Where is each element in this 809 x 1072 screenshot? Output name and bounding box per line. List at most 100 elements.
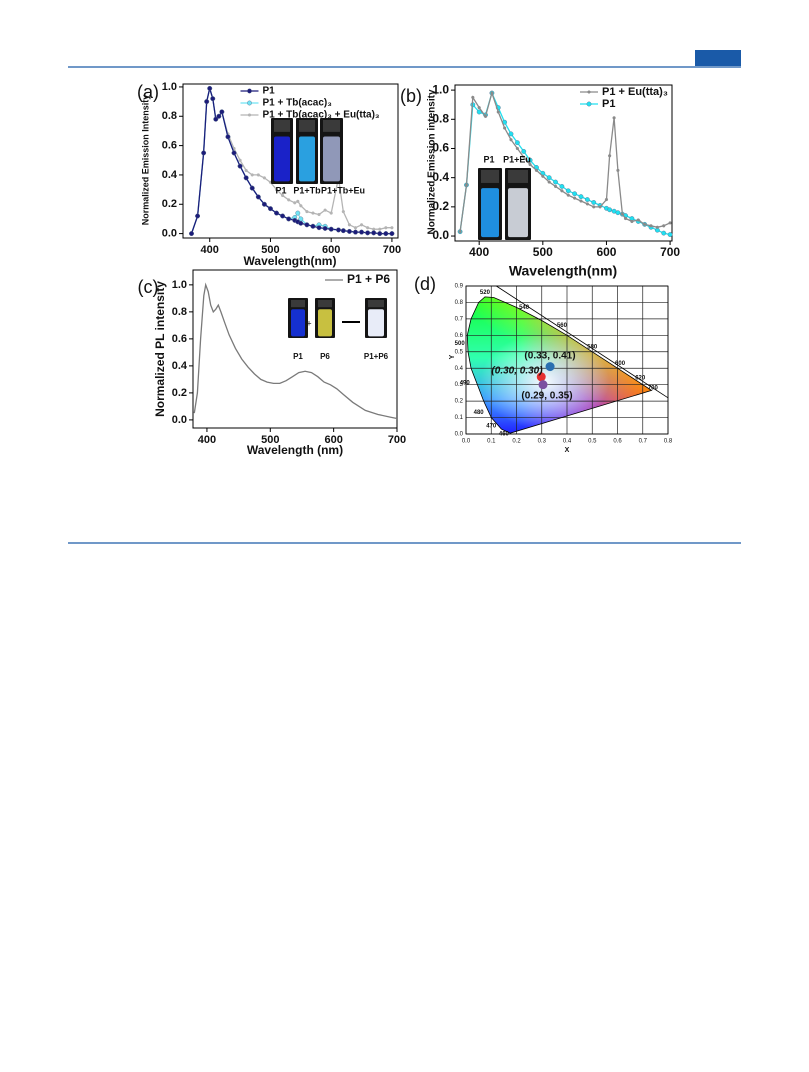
planckian-guide <box>496 285 669 399</box>
vial-label: P1+Eu <box>503 154 531 164</box>
y-tick-label: 0.2 <box>172 387 187 399</box>
line-marker <box>305 210 309 214</box>
x-tick-label: 0.7 <box>639 439 648 445</box>
vial-label: P6 <box>320 352 330 361</box>
x-tick-label: 700 <box>660 245 680 259</box>
line-marker <box>353 229 358 235</box>
x-tick-label: 0.8 <box>664 439 673 445</box>
line-marker <box>274 188 279 192</box>
line-marker <box>377 231 383 237</box>
inset-symbol: + <box>306 318 311 328</box>
y-tick-label: 0.0 <box>172 414 187 426</box>
line-marker <box>359 223 364 227</box>
line-marker <box>612 116 616 120</box>
line-marker <box>546 175 552 181</box>
line-marker <box>238 158 242 162</box>
y-axis-label: Normalized Emission intensity <box>427 89 438 234</box>
panel-label: (a) <box>137 82 159 102</box>
x-axis-label: Wavelength(nm) <box>244 254 337 268</box>
y-tick-label: 1.0 <box>162 81 177 93</box>
line-marker <box>591 200 597 205</box>
line-marker <box>566 193 570 197</box>
chromaticity-point <box>538 380 548 390</box>
line-marker <box>247 100 252 106</box>
line-marker <box>559 184 565 189</box>
line-marker <box>553 184 558 189</box>
line-marker <box>225 134 231 140</box>
wavelength-label: 500 <box>455 341 466 347</box>
y-tick-label: 1.0 <box>172 279 187 291</box>
wavelength-label: 470 <box>486 423 497 429</box>
line-marker <box>471 95 475 100</box>
series-line <box>193 282 398 420</box>
vial-glow <box>318 309 332 337</box>
line-marker <box>287 198 291 202</box>
point-annotation: (0.33, 0.41) <box>524 351 575 362</box>
line-marker <box>662 224 666 228</box>
line-marker <box>534 168 539 172</box>
y-tick-label: 0.4 <box>455 366 464 372</box>
line-marker <box>365 230 371 236</box>
y-tick-label: 0.4 <box>172 360 188 372</box>
legend-label: P1 + Tb(acac)₃ <box>263 98 333 109</box>
line-marker <box>261 201 267 207</box>
line-marker <box>508 131 514 137</box>
panel-label: (b) <box>400 86 422 106</box>
line-marker <box>515 146 519 151</box>
x-tick-label: 400 <box>469 245 489 259</box>
y-tick-label: 0.8 <box>432 111 449 125</box>
line-marker <box>509 138 513 142</box>
line-marker <box>353 226 358 230</box>
vial-cap <box>368 300 384 308</box>
vial-cap <box>481 170 499 183</box>
y-tick-label: 0.1 <box>455 415 464 421</box>
x-tick-label: 500 <box>261 434 279 446</box>
y-axis-label: Normalized Emission Intensity <box>140 95 150 226</box>
y-tick-label: 0.6 <box>455 333 464 339</box>
line-marker <box>274 210 279 216</box>
line-marker <box>216 113 222 119</box>
line-marker <box>310 223 316 229</box>
wavelength-label: 560 <box>557 323 568 329</box>
plot-frame <box>454 84 673 242</box>
line-marker <box>560 189 564 193</box>
line-marker <box>615 210 621 216</box>
line-marker <box>547 180 551 184</box>
plot-frame <box>182 83 399 239</box>
x-tick-label: 500 <box>261 244 279 256</box>
plot-frame <box>192 269 398 429</box>
y-tick-label: 0.2 <box>455 399 464 405</box>
y-tick-label: 0.6 <box>432 141 449 155</box>
line-marker <box>237 163 243 169</box>
wavelength-label: 480 <box>474 410 485 416</box>
line-marker <box>503 126 507 130</box>
line-marker <box>268 206 273 212</box>
line-marker <box>528 162 532 167</box>
x-tick-label: 500 <box>533 245 553 259</box>
legend-label: P1 + P6 <box>347 272 390 286</box>
vial-glow <box>481 188 499 238</box>
line-marker <box>584 197 590 202</box>
line-marker <box>636 218 640 222</box>
wavelength-label: 490 <box>460 381 471 387</box>
vial-label: P1+P6 <box>364 352 389 361</box>
y-tick-label: 0.9 <box>455 284 464 290</box>
x-tick-label: 700 <box>388 434 406 446</box>
y-tick-label: 1.0 <box>432 82 449 96</box>
x-axis-label: Wavelength (nm) <box>247 443 343 457</box>
wavelength-label: 520 <box>480 290 491 296</box>
line-marker <box>328 226 334 232</box>
line-marker <box>298 220 304 226</box>
line-marker <box>496 110 500 114</box>
y-tick-label: 0.5 <box>455 349 464 355</box>
y-tick-label: 0.0 <box>432 228 449 242</box>
header-tab <box>695 50 741 66</box>
line-marker <box>643 222 647 226</box>
y-axis-label: Normalized PL intensity <box>153 281 167 417</box>
line-marker <box>476 109 482 115</box>
line-marker <box>541 174 545 178</box>
line-marker <box>219 109 225 115</box>
x-axis-label: X <box>565 447 570 454</box>
panel-label: (c) <box>138 277 159 297</box>
line-marker <box>341 210 345 214</box>
